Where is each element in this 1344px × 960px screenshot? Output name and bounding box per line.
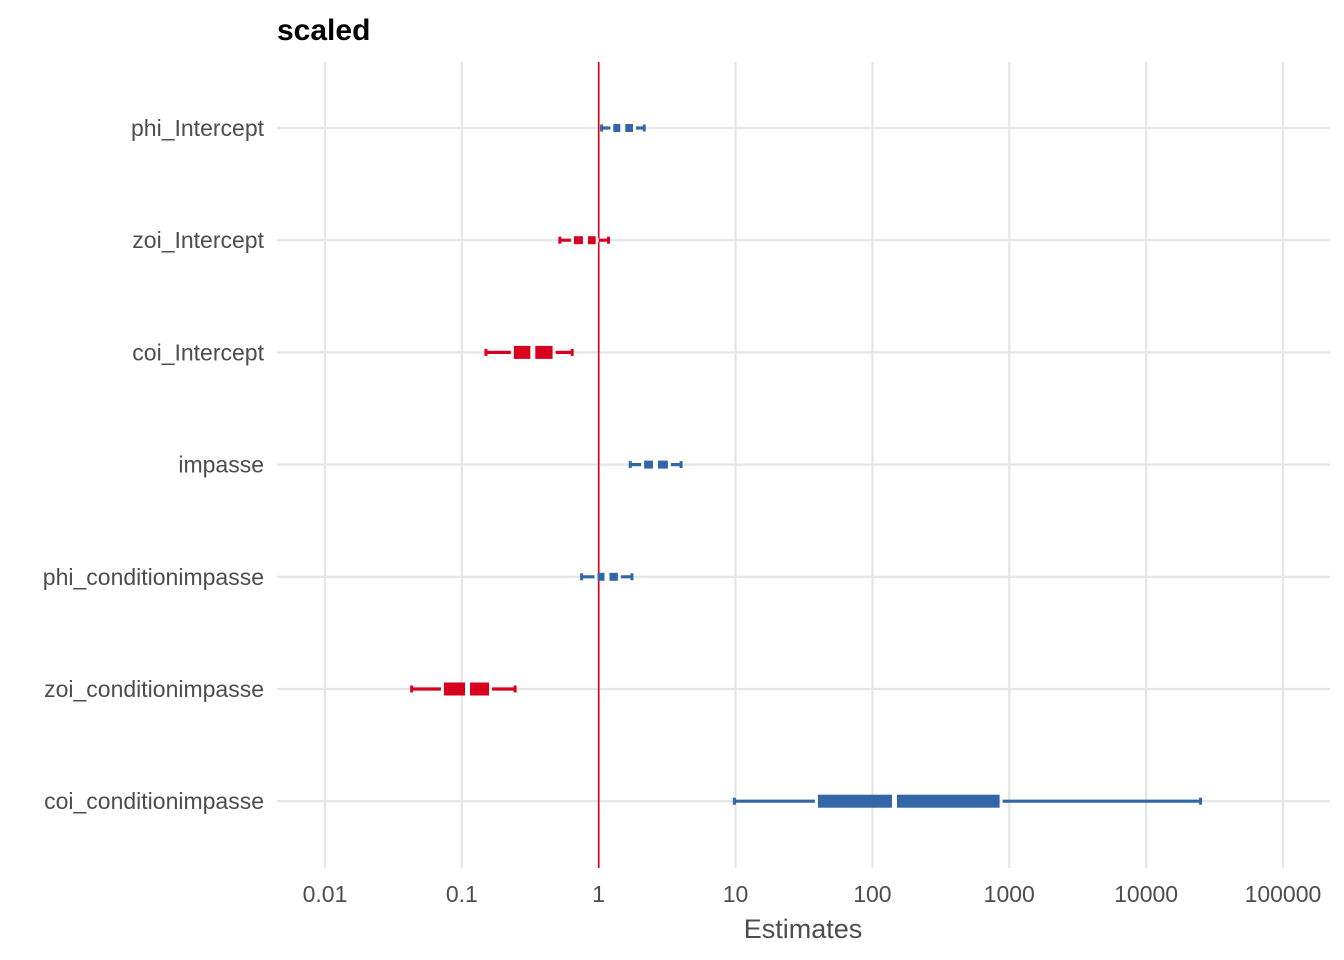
y-tick-label: coi_Intercept (132, 339, 264, 365)
chart-title: scaled (277, 14, 370, 47)
y-tick-label: zoi_conditionimpasse (44, 676, 264, 702)
point-estimate-marker (652, 459, 658, 470)
y-axis-labels: phi_Intercept zoi_Intercept coi_Intercepti… (43, 115, 265, 814)
point-estimate-marker (891, 793, 897, 809)
estimate-row (580, 571, 634, 582)
y-tick-label: zoi_Intercept (132, 227, 264, 253)
x-tick-label: 0.01 (303, 881, 348, 907)
x-tick-label: 0.1 (446, 881, 478, 907)
estimate-marks (410, 123, 1203, 809)
x-tick-label: 100000 (1245, 881, 1322, 907)
estimate-row (558, 235, 611, 246)
x-axis-labels: 0.01 0.1 1 10 100 1000 10000 100000 (303, 881, 1322, 907)
point-estimate-marker (582, 235, 588, 246)
point-estimate-marker (465, 681, 471, 697)
estimate-row (484, 344, 574, 360)
estimate-row (410, 681, 517, 697)
point-estimate-marker (604, 571, 610, 582)
y-tick-label: coi_conditionimpasse (44, 788, 264, 814)
y-tick-label: phi_Intercept (131, 115, 265, 141)
y-tick-label: impasse (178, 452, 264, 478)
x-tick-label: 100 (853, 881, 891, 907)
point-estimate-marker (530, 344, 536, 360)
point-estimate-marker (620, 123, 626, 133)
estimate-row (600, 123, 646, 133)
y-tick-label: phi_conditionimpasse (43, 564, 264, 590)
x-tick-label: 1 (592, 881, 605, 907)
x-tick-label: 1000 (984, 881, 1035, 907)
x-tick-label: 10000 (1114, 881, 1178, 907)
inner-interval-bar (817, 794, 1000, 808)
x-axis-title: Estimates (744, 914, 863, 944)
x-tick-label: 10 (723, 881, 749, 907)
estimate-row (628, 459, 683, 470)
estimate-row (732, 793, 1203, 809)
y-gridlines (277, 126, 1330, 803)
